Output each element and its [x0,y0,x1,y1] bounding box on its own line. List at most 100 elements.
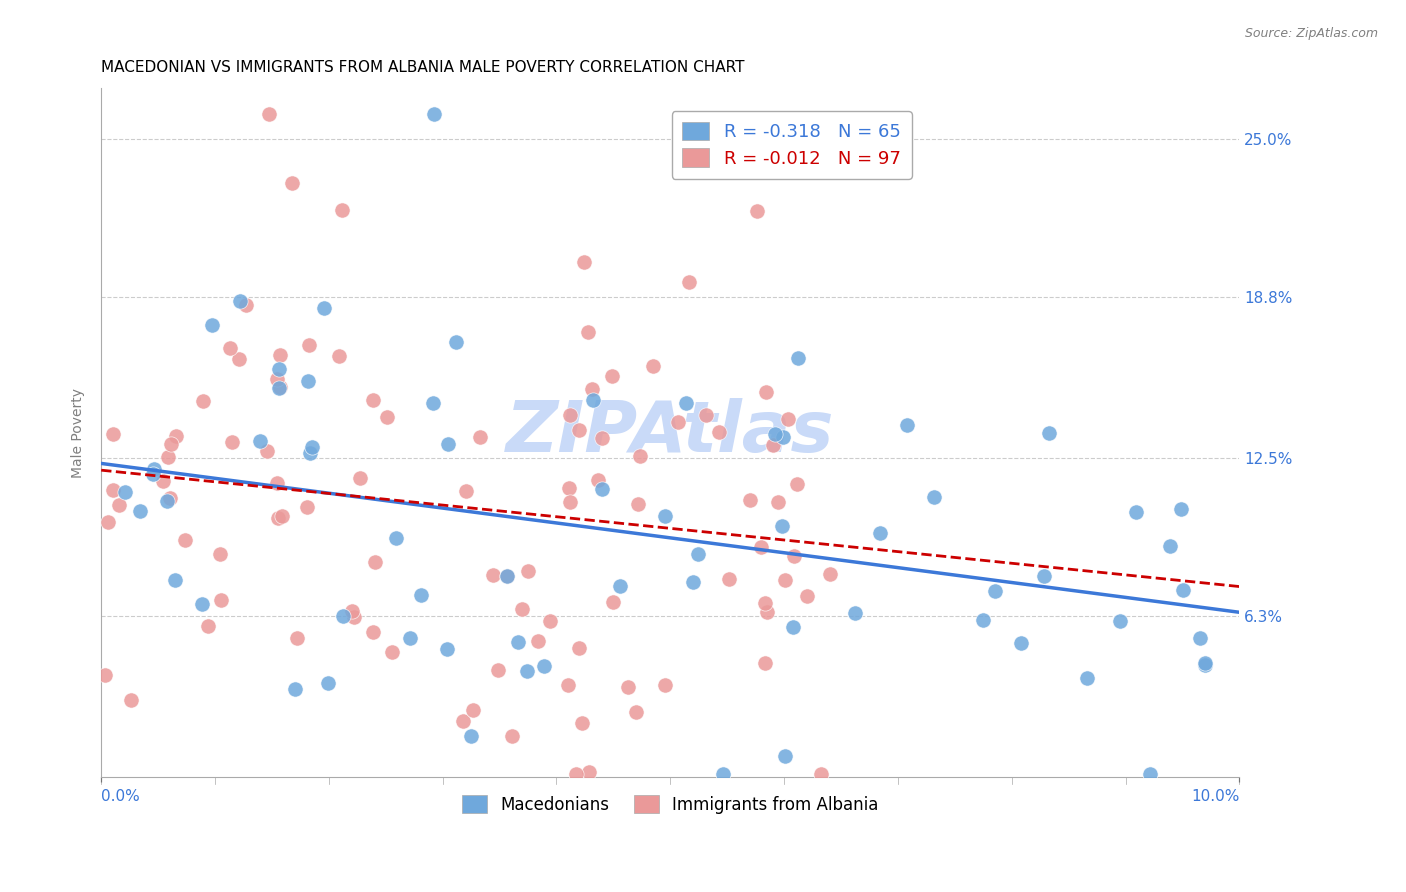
Point [361,392,384,407]
Point [298,446,321,460]
Point [565,767,588,781]
Point [576,326,599,340]
Point [740,492,762,507]
Point [201,318,224,333]
Point [533,658,555,673]
Point [776,411,799,425]
Point [381,645,404,659]
Point [496,569,519,583]
Point [810,767,832,781]
Point [486,663,509,677]
Point [266,476,288,491]
Point [1033,568,1056,582]
Point [609,579,631,593]
Point [754,656,776,670]
Point [409,588,432,602]
Point [101,483,124,498]
Point [713,767,735,781]
Point [765,426,787,441]
Point [108,498,131,512]
Point [602,595,624,609]
Point [775,573,797,587]
Point [755,384,778,399]
Point [602,369,624,384]
Point [436,641,458,656]
Point [267,381,290,395]
Point [114,484,136,499]
Point [256,443,278,458]
Point [1194,656,1216,670]
Point [654,508,676,523]
Point [1170,501,1192,516]
Point [156,450,179,464]
Point [298,337,321,351]
Point [1038,425,1060,440]
Point [267,362,290,376]
Point [749,540,772,554]
Point [527,634,550,648]
Point [581,382,603,396]
Point [688,547,710,561]
Point [571,716,593,731]
Point [666,415,689,429]
Point [510,601,533,615]
Point [766,494,789,508]
Point [786,476,808,491]
Point [578,764,600,779]
Point [869,526,891,541]
Point [558,494,581,508]
Point [482,568,505,582]
Point [1173,582,1195,597]
Point [557,678,579,692]
Point [591,431,613,445]
Point [707,425,730,440]
Point [165,573,187,587]
Point [516,665,538,679]
Point [269,348,291,362]
Point [209,547,232,561]
Y-axis label: Male Poverty: Male Poverty [72,387,86,477]
Point [267,510,290,524]
Point [120,692,142,706]
Point [165,429,187,443]
Point [219,341,242,355]
Point [384,531,406,545]
Point [796,589,818,603]
Point [270,508,292,523]
Point [984,583,1007,598]
Point [924,491,946,505]
Point [628,450,651,464]
Point [266,372,288,386]
Point [364,555,387,569]
Point [770,519,793,533]
Point [235,298,257,312]
Point [330,203,353,218]
Point [678,275,700,289]
Point [281,176,304,190]
Text: MACEDONIAN VS IMMIGRANTS FROM ALBANIA MALE POVERTY CORRELATION CHART: MACEDONIAN VS IMMIGRANTS FROM ALBANIA MA… [101,60,745,75]
Point [538,614,561,628]
Point [1125,505,1147,519]
Point [468,430,491,444]
Point [517,564,540,578]
Point [399,631,422,645]
Point [762,438,785,452]
Point [747,203,769,218]
Point [654,678,676,692]
Point [582,393,605,408]
Point [142,467,165,481]
Point [159,491,181,505]
Point [1159,539,1181,553]
Point [783,549,806,563]
Point [617,680,640,694]
Point [340,604,363,618]
Point [297,500,319,515]
Point [627,497,650,511]
Text: 10.0%: 10.0% [1191,789,1239,805]
Point [1076,671,1098,685]
Point [143,462,166,476]
Point [444,335,467,350]
Point [558,481,581,495]
Point [221,435,243,450]
Point [361,625,384,640]
